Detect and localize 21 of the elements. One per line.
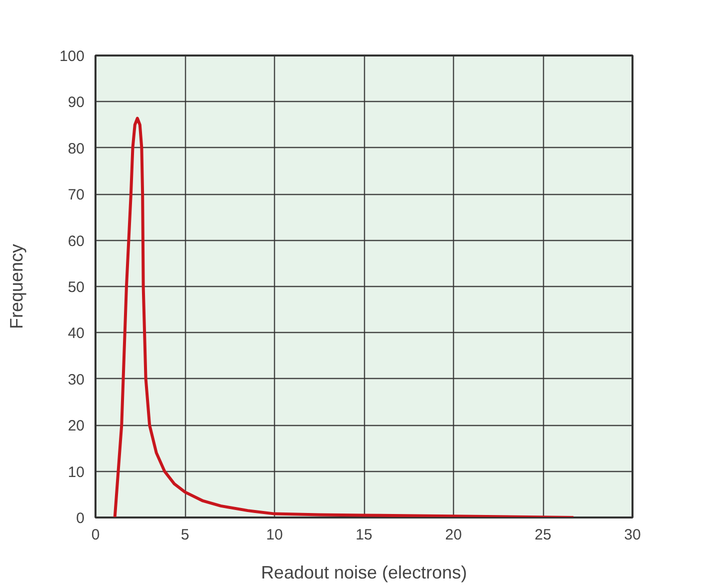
x-tick-label: 10: [266, 526, 283, 544]
y-tick-label: 40: [68, 325, 85, 342]
y-tick-label: 10: [68, 464, 85, 481]
x-tick-label: 30: [624, 526, 641, 544]
y-tick-label: 30: [68, 371, 85, 388]
line-series: [113, 116, 575, 518]
y-tick-label: 90: [68, 94, 85, 112]
y-tick-label: 100: [59, 48, 85, 65]
x-tick-label: 15: [356, 526, 372, 544]
x-tick-label: 0: [91, 526, 100, 544]
x-tick-label: 5: [180, 526, 190, 544]
y-tick-label: 50: [68, 279, 85, 296]
y-tick-label: 20: [68, 418, 85, 435]
y-tick-label: 60: [68, 232, 85, 250]
y-tick-label: 0: [76, 510, 84, 527]
x-tick-label: 20: [445, 526, 462, 544]
y-tick-label: 70: [68, 186, 85, 204]
y-tick-label: 80: [68, 140, 85, 158]
y-axis-title: Frequency: [6, 244, 26, 330]
x-axis-title: Readout noise (electrons): [260, 562, 468, 582]
x-tick-label: 25: [534, 526, 552, 544]
